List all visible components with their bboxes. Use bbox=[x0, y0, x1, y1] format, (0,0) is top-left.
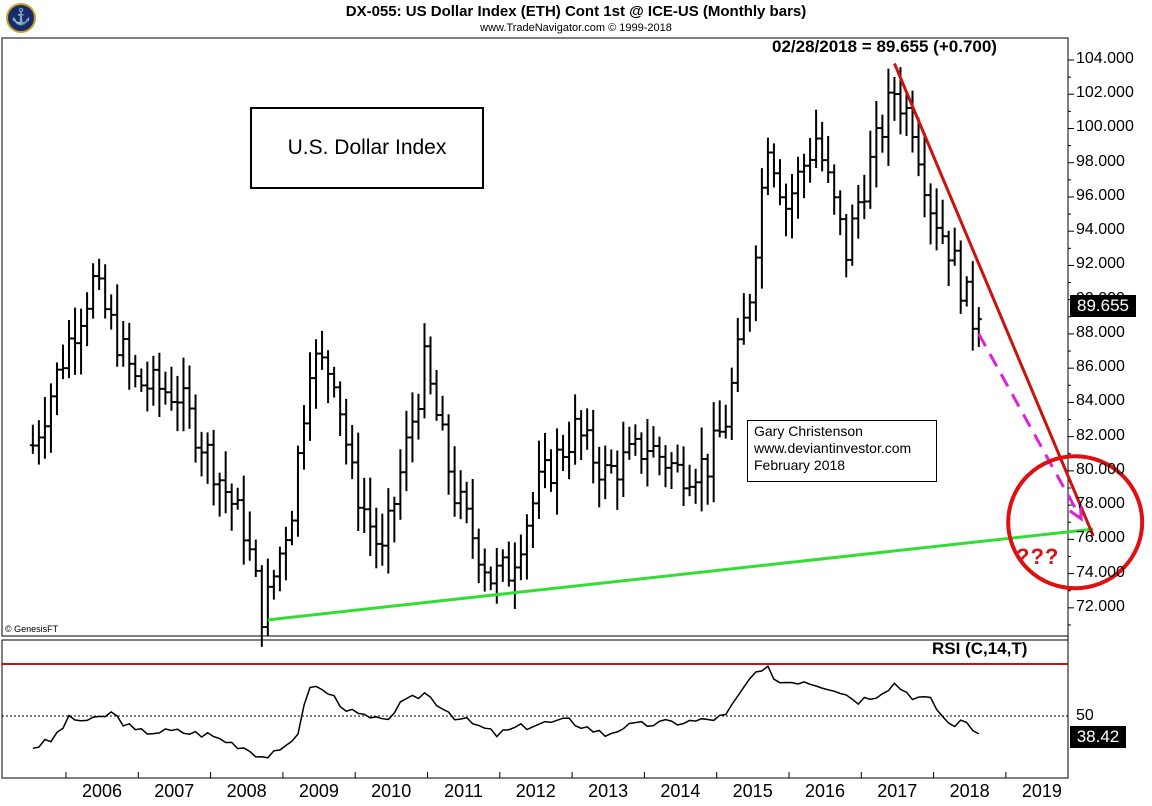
price-tick-label: 74.000 bbox=[1076, 563, 1125, 581]
year-tick-label: 2010 bbox=[371, 781, 412, 801]
year-tick-label: 2018 bbox=[949, 781, 990, 801]
last-price-label: 02/28/2018 = 89.655 (+0.700) bbox=[772, 37, 997, 56]
price-tick-label: 94.000 bbox=[1076, 221, 1125, 239]
price-tick-label: 104.000 bbox=[1076, 50, 1134, 67]
year-tick-label: 2014 bbox=[660, 781, 701, 801]
year-tick-label: 2008 bbox=[226, 781, 267, 801]
year-tick-label: 2013 bbox=[588, 781, 629, 801]
support-trendline bbox=[267, 527, 1094, 622]
question-marks: ??? bbox=[1016, 544, 1060, 569]
rsi-last-badge: 38.42 bbox=[1070, 726, 1126, 748]
author-name: Gary Christenson bbox=[754, 423, 863, 439]
price-panel-frame bbox=[1, 37, 1069, 637]
price-tick-label: 84.000 bbox=[1076, 392, 1125, 410]
price-tick-label: 72.000 bbox=[1076, 597, 1125, 615]
year-tick-label: 2015 bbox=[732, 781, 773, 801]
price-tick-label: 100.000 bbox=[1076, 118, 1134, 136]
author-website: www.deviantinvestor.com bbox=[754, 440, 912, 456]
projection-arrowhead bbox=[1068, 504, 1083, 522]
rsi-line bbox=[32, 665, 980, 759]
price-tick-label: 96.000 bbox=[1076, 186, 1125, 204]
author-box: Gary Christenson www.deviantinvestor.com… bbox=[747, 420, 937, 482]
price-tick-label: 80.000 bbox=[1076, 460, 1125, 478]
year-tick-label: 2012 bbox=[515, 781, 556, 801]
price-tick-label: 98.000 bbox=[1076, 152, 1125, 170]
dollar-index-title-box: U.S. Dollar Index bbox=[250, 107, 484, 189]
price-tick-label: 78.000 bbox=[1076, 495, 1125, 513]
chart-subtitle: www.TradeNavigator.com © 1999-2018 bbox=[480, 22, 672, 34]
price-tick-label: 92.000 bbox=[1076, 255, 1125, 273]
year-tick-label: 2006 bbox=[81, 781, 123, 801]
year-tick-label: 2016 bbox=[804, 781, 846, 801]
year-tick-label: 2017 bbox=[877, 781, 918, 801]
trade-navigator-logo-icon: ⚓ bbox=[6, 3, 36, 33]
price-tick-label: 76.000 bbox=[1076, 529, 1125, 547]
price-tick-label: 86.000 bbox=[1076, 358, 1125, 376]
price-tick-label: 88.000 bbox=[1076, 323, 1125, 341]
rsi-panel-frame bbox=[1, 639, 1069, 779]
year-tick-label: 2019 bbox=[1021, 781, 1062, 801]
projection-dashed-arrow bbox=[977, 333, 1083, 520]
rsi-50-label: 50 bbox=[1076, 707, 1094, 724]
rsi-title: RSI (C,14,T) bbox=[932, 639, 1028, 658]
year-tick-label: 2007 bbox=[154, 781, 195, 801]
price-tick-label: 82.000 bbox=[1076, 426, 1125, 444]
target-circle bbox=[1006, 454, 1145, 591]
price-tick-label: 102.000 bbox=[1076, 84, 1134, 102]
author-date: February 2018 bbox=[754, 457, 846, 473]
genesis-copyright: © GenesisFT bbox=[5, 624, 59, 634]
last-price-badge: 89.655 bbox=[1070, 295, 1136, 317]
chart-title: DX-055: US Dollar Index (ETH) Cont 1st @… bbox=[345, 3, 807, 20]
year-tick-label: 2011 bbox=[444, 781, 483, 801]
year-tick-label: 2009 bbox=[298, 781, 339, 801]
